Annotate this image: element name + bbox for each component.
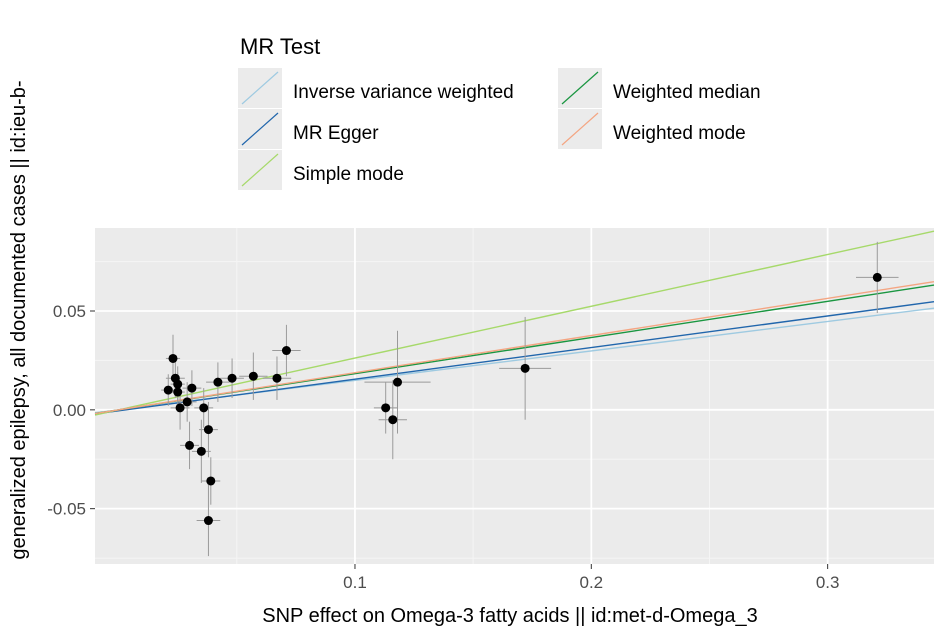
- data-point: [206, 476, 216, 486]
- legend-key-weighted-median: [558, 68, 602, 108]
- data-point: [199, 403, 209, 413]
- x-tick-label: 0.1: [343, 573, 367, 592]
- data-point: [182, 397, 192, 407]
- legend-label-mr-egger: MR Egger: [293, 123, 379, 144]
- x-tick-label: 0.2: [579, 573, 603, 592]
- data-point: [393, 377, 403, 387]
- regression-line-mr-egger: [94, 301, 935, 415]
- legend-key-weighted-mode: [558, 109, 602, 149]
- data-point: [185, 440, 195, 450]
- x-axis-ticks: 0.1 0.2 0.3: [343, 564, 839, 592]
- data-point: [168, 353, 178, 363]
- data-point: [173, 379, 183, 389]
- data-point: [272, 373, 282, 383]
- data-point: [203, 516, 213, 526]
- data-point: [227, 373, 237, 383]
- legend-label-simple-mode: Simple mode: [293, 164, 404, 185]
- data-point: [248, 371, 258, 381]
- data-point: [872, 272, 882, 282]
- x-axis-label: SNP effect on Omega-3 fatty acids || id:…: [262, 605, 757, 627]
- regression-line-simple-mode: [94, 230, 935, 416]
- data-point: [175, 403, 185, 413]
- grid-lines: [95, 228, 934, 564]
- legend-key-mr-egger: [238, 109, 282, 149]
- legend: MR Test Inverse variance weighted MR Egg…: [238, 34, 761, 190]
- data-point: [203, 425, 213, 435]
- data-point: [213, 377, 223, 387]
- legend-key-ivw: [238, 68, 282, 108]
- y-axis-label: generalized epilepsy, all documented cas…: [8, 80, 30, 559]
- data-point: [388, 415, 398, 425]
- data-point: [520, 363, 530, 373]
- y-axis-ticks: -0.05 0.00 0.05: [47, 302, 95, 519]
- legend-title: MR Test: [240, 34, 320, 59]
- data-points: [163, 272, 882, 526]
- regression-lines: [94, 230, 935, 416]
- data-point: [196, 446, 206, 456]
- data-point: [163, 385, 173, 395]
- legend-label-ivw: Inverse variance weighted: [293, 82, 514, 103]
- legend-key-simple-mode: [238, 150, 282, 190]
- plot-panel: [95, 228, 934, 564]
- y-tick-label: -0.05: [47, 500, 86, 519]
- regression-line-weighted-mode: [94, 280, 935, 415]
- data-point: [381, 403, 391, 413]
- data-point: [173, 387, 183, 397]
- legend-label-weighted-median: Weighted median: [613, 82, 761, 103]
- x-tick-label: 0.3: [816, 573, 840, 592]
- y-tick-label: 0.00: [53, 401, 86, 420]
- data-point: [281, 346, 291, 356]
- legend-label-weighted-mode: Weighted mode: [613, 123, 746, 144]
- y-tick-label: 0.05: [53, 302, 86, 321]
- data-point: [187, 383, 197, 393]
